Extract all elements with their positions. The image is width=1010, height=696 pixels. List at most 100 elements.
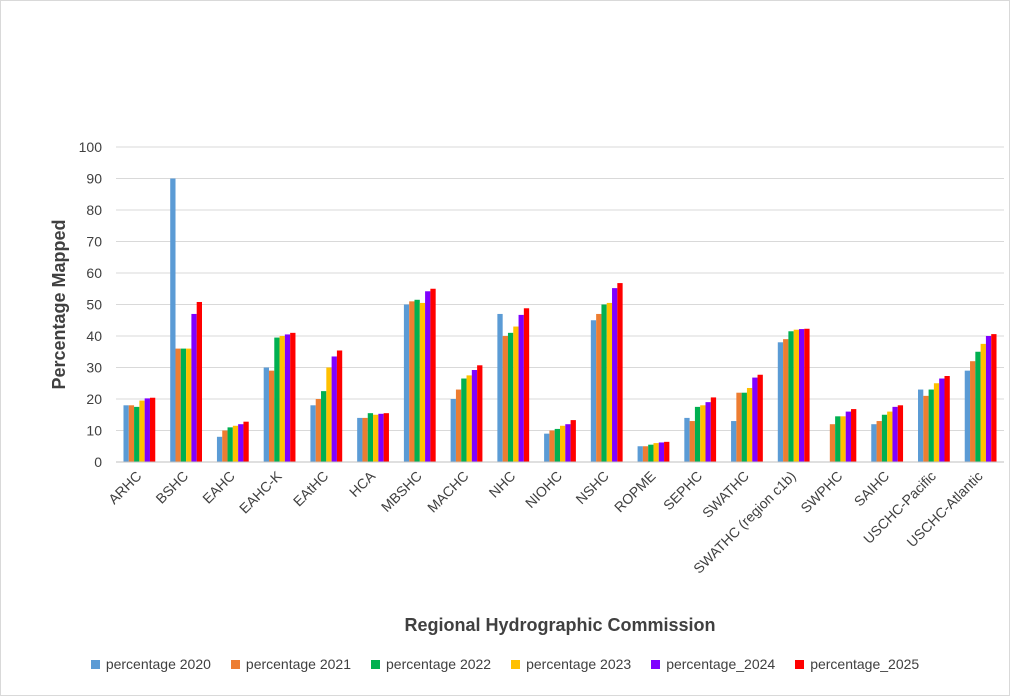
bar	[367, 413, 374, 462]
legend-label: percentage_2025	[810, 656, 920, 672]
bar	[892, 406, 898, 462]
bar	[991, 334, 997, 462]
bar	[414, 299, 420, 462]
bar	[139, 400, 145, 462]
legend-item: percentage 2020	[90, 656, 211, 672]
bar	[617, 283, 623, 462]
bar	[279, 336, 285, 462]
bar	[642, 446, 649, 462]
x-tick-label: EAHC	[199, 468, 238, 507]
y-tick-label: 30	[86, 360, 102, 376]
legend: percentage 2020 percentage 2021 percentage…	[0, 656, 1010, 672]
legend-swatch	[90, 659, 100, 669]
bar	[180, 348, 187, 462]
bar	[689, 421, 695, 462]
bar	[964, 370, 971, 462]
legend-label: percentage 2020	[105, 656, 211, 672]
bar	[186, 348, 192, 462]
bar	[274, 337, 280, 462]
legend-label: percentage 2022	[386, 656, 492, 672]
bar	[315, 399, 322, 462]
bar	[403, 304, 410, 462]
bar	[565, 424, 571, 462]
bar	[881, 414, 888, 462]
y-tick-label: 0	[94, 454, 102, 470]
x-tick-label: EAHC-K	[236, 467, 285, 516]
y-tick-label: 70	[86, 234, 102, 250]
bar	[777, 342, 784, 462]
bar	[357, 417, 363, 462]
bar	[518, 314, 524, 462]
y-tick-label: 90	[86, 171, 102, 187]
bar	[829, 424, 836, 462]
bar	[549, 430, 555, 462]
y-tick-label: 20	[86, 391, 102, 407]
bar	[596, 313, 602, 462]
bar	[268, 370, 275, 462]
bar	[544, 433, 550, 462]
x-tick-label: SEPHC	[660, 468, 705, 513]
x-tick-label: ROPME	[611, 468, 659, 516]
bar-chart: 0 10 20 30 40 50 60 70 80 90 100 ARHC BSHC EAHCEAHC-K…	[49, 139, 1004, 635]
bar	[175, 348, 181, 462]
bar	[694, 406, 701, 462]
bar	[700, 405, 706, 462]
bar	[450, 399, 456, 462]
bar	[705, 402, 711, 462]
bar	[227, 427, 233, 462]
x-tick-label: MACHC	[424, 468, 472, 516]
bar	[783, 339, 789, 462]
bar	[502, 336, 508, 462]
bar	[560, 425, 566, 462]
bar	[523, 308, 530, 462]
bar	[191, 313, 197, 462]
bar	[310, 405, 316, 462]
y-tick-label: 40	[86, 328, 102, 344]
bar	[134, 406, 140, 462]
bar	[746, 387, 753, 462]
bar	[284, 334, 291, 462]
bar	[840, 416, 846, 462]
bar	[798, 329, 805, 462]
bar	[851, 409, 857, 462]
bar	[939, 378, 945, 462]
x-tick-label: SWPHC	[797, 468, 845, 516]
bar	[741, 392, 747, 462]
bar	[263, 367, 269, 462]
bar	[378, 413, 384, 462]
x-tick-label: EAtHC	[290, 468, 332, 510]
x-tick-label: NIOHC	[522, 468, 565, 511]
bar	[736, 392, 742, 462]
bar	[383, 413, 389, 462]
bar	[653, 443, 659, 462]
bar	[409, 301, 415, 462]
legend-label: percentage 2023	[526, 656, 632, 672]
bar	[757, 374, 763, 462]
bar	[933, 383, 940, 462]
bar	[731, 421, 737, 462]
bar	[461, 378, 467, 462]
bar	[149, 397, 156, 462]
bar	[918, 389, 924, 462]
bar	[331, 356, 337, 462]
legend-swatch	[511, 659, 521, 669]
x-tick-label: HCA	[346, 467, 379, 500]
bar	[554, 428, 560, 462]
legend-item: percentage_2024	[651, 656, 775, 672]
bar	[430, 288, 436, 462]
x-tick-label: SAIHC	[851, 468, 893, 510]
bar	[336, 350, 343, 462]
bar	[290, 332, 296, 462]
bar	[658, 442, 665, 462]
bar	[419, 302, 426, 462]
bar	[222, 430, 228, 462]
bar	[455, 389, 462, 462]
legend-swatch	[371, 659, 380, 669]
bar	[507, 332, 514, 462]
bar	[471, 370, 478, 462]
bar	[710, 397, 717, 462]
bar	[123, 405, 129, 462]
bar	[871, 424, 877, 462]
bar	[985, 336, 992, 462]
x-tick-label: NSHC	[572, 468, 611, 507]
